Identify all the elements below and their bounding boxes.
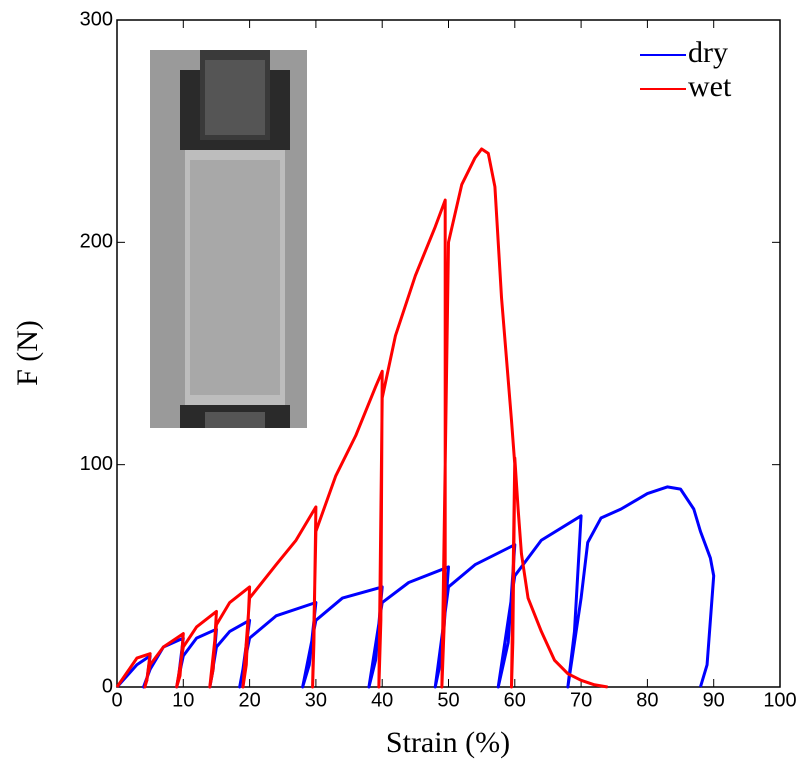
x-tick-label: 70 <box>570 689 592 711</box>
x-tick-label: 10 <box>172 689 194 711</box>
legend-label: wet <box>688 70 732 103</box>
x-axis-label: Strain (%) <box>386 726 510 759</box>
legend-label: dry <box>688 36 728 69</box>
x-tick-label: 90 <box>703 689 725 711</box>
x-tick-label: 0 <box>111 689 122 711</box>
x-tick-label: 40 <box>371 689 393 711</box>
x-tick-label: 20 <box>238 689 260 711</box>
x-tick-label: 60 <box>504 689 526 711</box>
data-line <box>115 147 608 689</box>
x-tick-label: 50 <box>437 689 459 711</box>
data-line <box>115 485 716 689</box>
x-tick-label: 80 <box>636 689 658 711</box>
y-axis-label: F (N) <box>11 320 44 386</box>
y-tick-label: 0 <box>102 675 113 697</box>
y-tick-label: 300 <box>80 8 113 30</box>
y-tick-label: 100 <box>80 453 113 475</box>
x-tick-label: 30 <box>305 689 327 711</box>
x-tick-label: 100 <box>763 689 796 711</box>
y-tick-label: 200 <box>80 231 113 253</box>
inset-photo <box>150 50 307 428</box>
